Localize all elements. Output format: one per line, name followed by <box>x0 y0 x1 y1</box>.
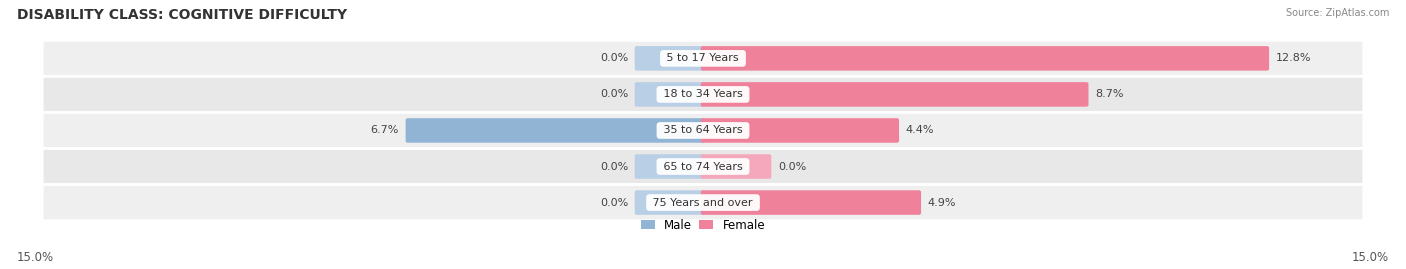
Text: 0.0%: 0.0% <box>600 161 628 172</box>
Legend: Male, Female: Male, Female <box>636 214 770 236</box>
FancyBboxPatch shape <box>42 40 1364 76</box>
FancyBboxPatch shape <box>42 185 1364 221</box>
Text: 4.9%: 4.9% <box>928 197 956 208</box>
Text: 15.0%: 15.0% <box>17 251 53 264</box>
FancyBboxPatch shape <box>634 82 706 107</box>
FancyBboxPatch shape <box>700 190 921 215</box>
FancyBboxPatch shape <box>700 118 898 143</box>
FancyBboxPatch shape <box>42 148 1364 185</box>
FancyBboxPatch shape <box>42 76 1364 112</box>
Text: 18 to 34 Years: 18 to 34 Years <box>659 89 747 100</box>
Text: 35 to 64 Years: 35 to 64 Years <box>659 125 747 136</box>
Text: 8.7%: 8.7% <box>1095 89 1123 100</box>
FancyBboxPatch shape <box>634 154 706 179</box>
Text: 0.0%: 0.0% <box>600 53 628 63</box>
Text: DISABILITY CLASS: COGNITIVE DIFFICULTY: DISABILITY CLASS: COGNITIVE DIFFICULTY <box>17 8 347 22</box>
Text: 15.0%: 15.0% <box>1353 251 1389 264</box>
FancyBboxPatch shape <box>42 112 1364 148</box>
Text: 0.0%: 0.0% <box>600 89 628 100</box>
Text: 4.4%: 4.4% <box>905 125 934 136</box>
FancyBboxPatch shape <box>700 82 1088 107</box>
FancyBboxPatch shape <box>700 46 1270 71</box>
Text: 5 to 17 Years: 5 to 17 Years <box>664 53 742 63</box>
Text: 6.7%: 6.7% <box>371 125 399 136</box>
FancyBboxPatch shape <box>700 154 772 179</box>
Text: 65 to 74 Years: 65 to 74 Years <box>659 161 747 172</box>
FancyBboxPatch shape <box>634 190 706 215</box>
Text: Source: ZipAtlas.com: Source: ZipAtlas.com <box>1285 8 1389 18</box>
FancyBboxPatch shape <box>405 118 706 143</box>
Text: 0.0%: 0.0% <box>778 161 806 172</box>
FancyBboxPatch shape <box>634 46 706 71</box>
Text: 75 Years and over: 75 Years and over <box>650 197 756 208</box>
Text: 0.0%: 0.0% <box>600 197 628 208</box>
Text: 12.8%: 12.8% <box>1275 53 1312 63</box>
